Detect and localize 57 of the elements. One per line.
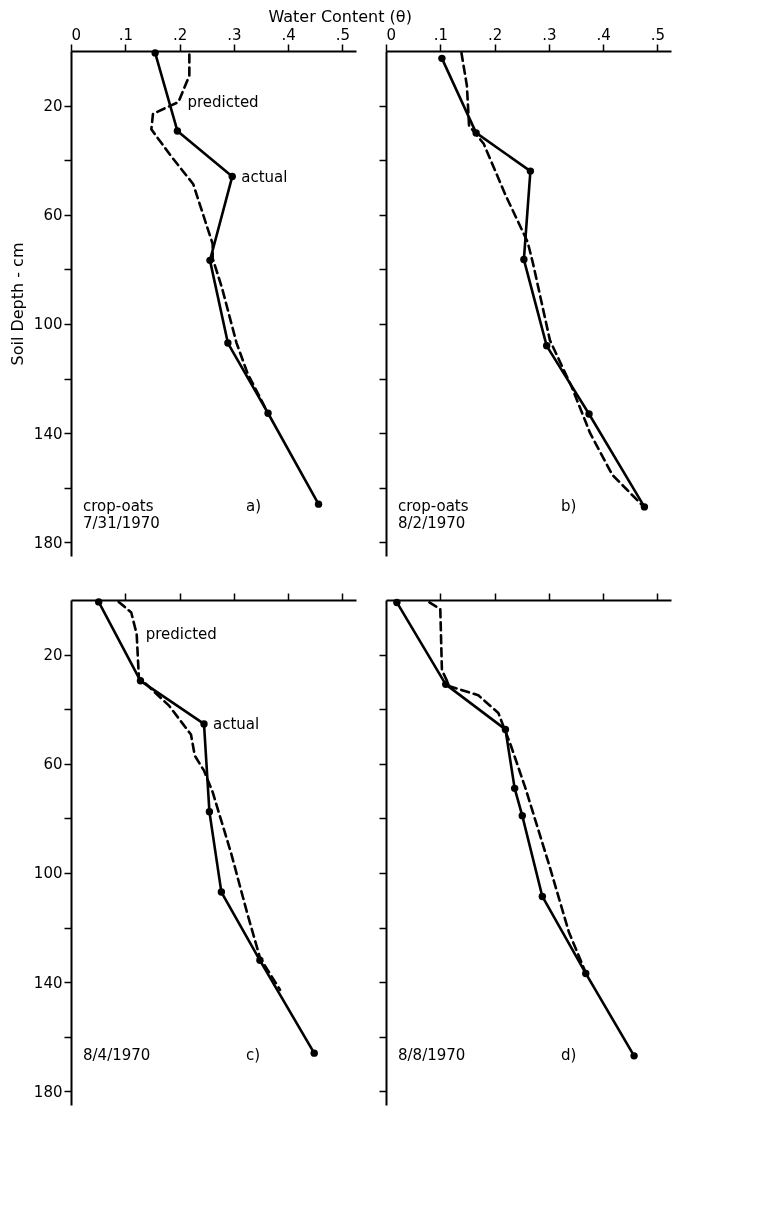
point <box>438 54 446 63</box>
y-tick-label: 140 <box>33 973 63 992</box>
point <box>217 888 226 896</box>
x-tick-label: .5 <box>335 25 351 44</box>
point <box>200 720 208 728</box>
annotation: b) <box>561 497 577 515</box>
x-tick-label: 0 <box>71 25 82 44</box>
point <box>526 167 535 175</box>
series-label: predicted <box>145 625 217 644</box>
point <box>205 808 214 816</box>
series-label: predicted <box>187 93 259 112</box>
y-tick-label: 180 <box>33 533 63 552</box>
y-tick-label: 60 <box>43 755 63 774</box>
y-tick-label: 100 <box>33 315 63 334</box>
annotation: d) <box>561 1046 577 1064</box>
x-tick-label: .2 <box>487 25 503 44</box>
point <box>538 892 547 901</box>
x-tick-label: 0 <box>386 25 397 44</box>
point <box>630 1052 638 1060</box>
series-label: actual <box>241 167 288 186</box>
point <box>173 127 182 135</box>
x-tick-label: .4 <box>281 25 296 44</box>
point <box>542 342 551 350</box>
annotation: crop-oats 8/2/1970 <box>398 497 469 532</box>
x-tick-label: .3 <box>227 25 242 44</box>
annotation: a) <box>246 497 262 515</box>
point <box>151 49 159 57</box>
x-tick-label: .5 <box>650 25 666 44</box>
y-tick-label: 180 <box>33 1082 63 1101</box>
y-tick-label: 20 <box>43 97 63 116</box>
point <box>585 410 593 418</box>
x-tick-label: .4 <box>596 25 611 44</box>
annotation: 8/8/1970 <box>398 1046 466 1064</box>
x-tick-label: .2 <box>172 25 188 44</box>
point <box>94 598 103 606</box>
y-tick-label: 60 <box>43 206 63 225</box>
x-axis-title: Water Content (θ) <box>268 7 412 26</box>
series-label: actual <box>213 714 260 733</box>
point <box>442 680 450 689</box>
annotation: 8/4/1970 <box>83 1046 151 1064</box>
x-tick-label: .1 <box>433 25 448 44</box>
y-tick-label: 140 <box>33 424 63 443</box>
point <box>393 598 401 607</box>
point <box>228 172 236 181</box>
point <box>314 500 323 508</box>
point <box>310 1049 318 1057</box>
annotation: crop-oats 7/31/1970 <box>83 497 160 532</box>
x-tick-label: .1 <box>118 25 133 44</box>
y-axis-title: Soil Depth - cm <box>7 242 27 366</box>
y-tick-label: 100 <box>33 864 63 883</box>
y-tick-label: 20 <box>43 646 63 665</box>
point <box>520 255 528 264</box>
point <box>224 339 232 347</box>
point <box>518 811 526 820</box>
annotation: c) <box>246 1046 261 1064</box>
point <box>510 784 519 793</box>
x-tick-label: .3 <box>542 25 557 44</box>
